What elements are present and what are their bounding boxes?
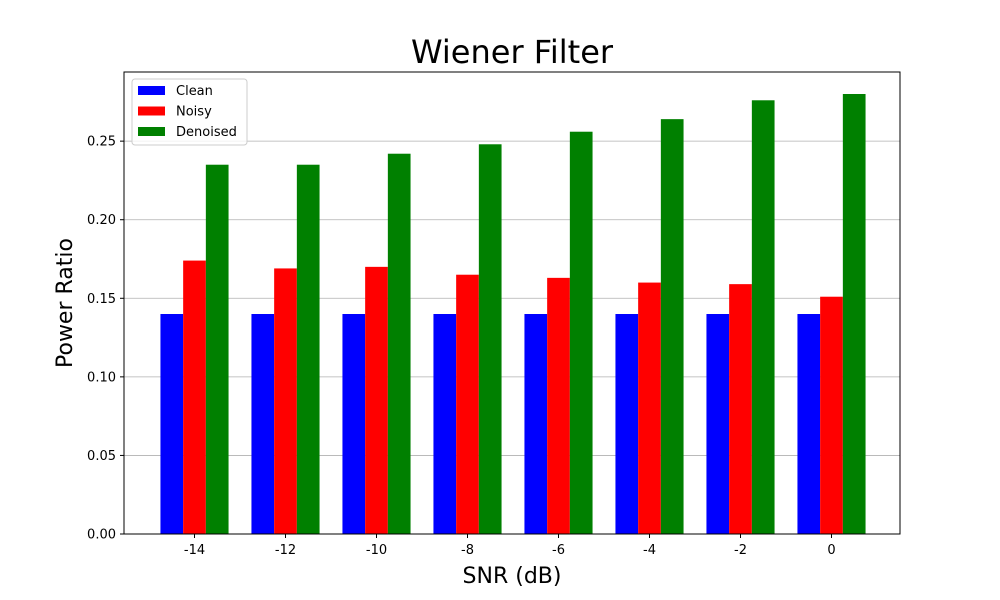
x-tick-label: -14 bbox=[184, 543, 205, 558]
plot-frame bbox=[123, 71, 901, 535]
x-tick-label: 0 bbox=[827, 543, 835, 558]
bar-noisy bbox=[638, 282, 661, 534]
bar-clean bbox=[615, 314, 639, 534]
x-tick-label: -8 bbox=[461, 543, 474, 558]
bar-clean bbox=[342, 314, 366, 534]
x-tick-label: -12 bbox=[275, 543, 296, 558]
bar-noisy bbox=[729, 284, 752, 534]
chart-title: Wiener Filter bbox=[411, 33, 614, 71]
y-axis-ticks: 0.00 0.05 0.10 0.15 0.20 0.25 bbox=[87, 135, 124, 543]
y-tick-label: 0.20 bbox=[87, 213, 116, 228]
bar-denoised bbox=[751, 100, 775, 535]
bar-denoised bbox=[296, 164, 320, 534]
bar-denoised bbox=[387, 153, 411, 534]
legend-swatch bbox=[138, 127, 165, 136]
bars bbox=[160, 94, 866, 535]
x-tick-label: -4 bbox=[643, 543, 656, 558]
y-tick-label: 0.15 bbox=[87, 292, 116, 307]
legend-label: Clean bbox=[176, 84, 213, 99]
bar-noisy bbox=[274, 268, 297, 534]
x-axis-label: SNR (dB) bbox=[463, 564, 562, 589]
x-tick-label: -6 bbox=[552, 543, 565, 558]
y-tick-label: 0.00 bbox=[87, 528, 116, 543]
y-tick-label: 0.25 bbox=[87, 135, 116, 150]
x-tick-label: -2 bbox=[734, 543, 747, 558]
bar-noisy bbox=[820, 296, 843, 534]
bar-noisy bbox=[365, 266, 388, 534]
y-axis-label: Power Ratio bbox=[53, 238, 78, 368]
bar-clean bbox=[797, 314, 821, 534]
x-tick-label: -10 bbox=[366, 543, 387, 558]
legend-swatch bbox=[138, 86, 165, 95]
bar-clean bbox=[524, 314, 548, 534]
bar-clean bbox=[706, 314, 730, 534]
bar-noisy bbox=[547, 277, 570, 534]
gridlines bbox=[124, 140, 900, 456]
bar-noisy bbox=[456, 274, 479, 534]
legend-label: Noisy bbox=[176, 105, 212, 120]
bar-clean bbox=[433, 314, 457, 534]
legend-swatch bbox=[138, 106, 165, 116]
legend-label: Denoised bbox=[176, 125, 237, 140]
bar-clean bbox=[160, 314, 184, 534]
bar-clean bbox=[251, 314, 275, 534]
bar-denoised bbox=[842, 94, 866, 534]
x-axis-ticks: -14 -12 -10 -8 -6 -4 -2 0 bbox=[184, 534, 836, 558]
bar-denoised bbox=[478, 144, 502, 535]
bar-noisy bbox=[183, 260, 206, 534]
y-tick-label: 0.05 bbox=[87, 449, 116, 464]
bar-denoised bbox=[205, 164, 229, 534]
y-tick-label: 0.10 bbox=[87, 370, 116, 385]
bar-denoised bbox=[569, 131, 593, 534]
bar-denoised bbox=[660, 119, 684, 535]
legend: Clean Noisy Denoised bbox=[131, 78, 248, 146]
